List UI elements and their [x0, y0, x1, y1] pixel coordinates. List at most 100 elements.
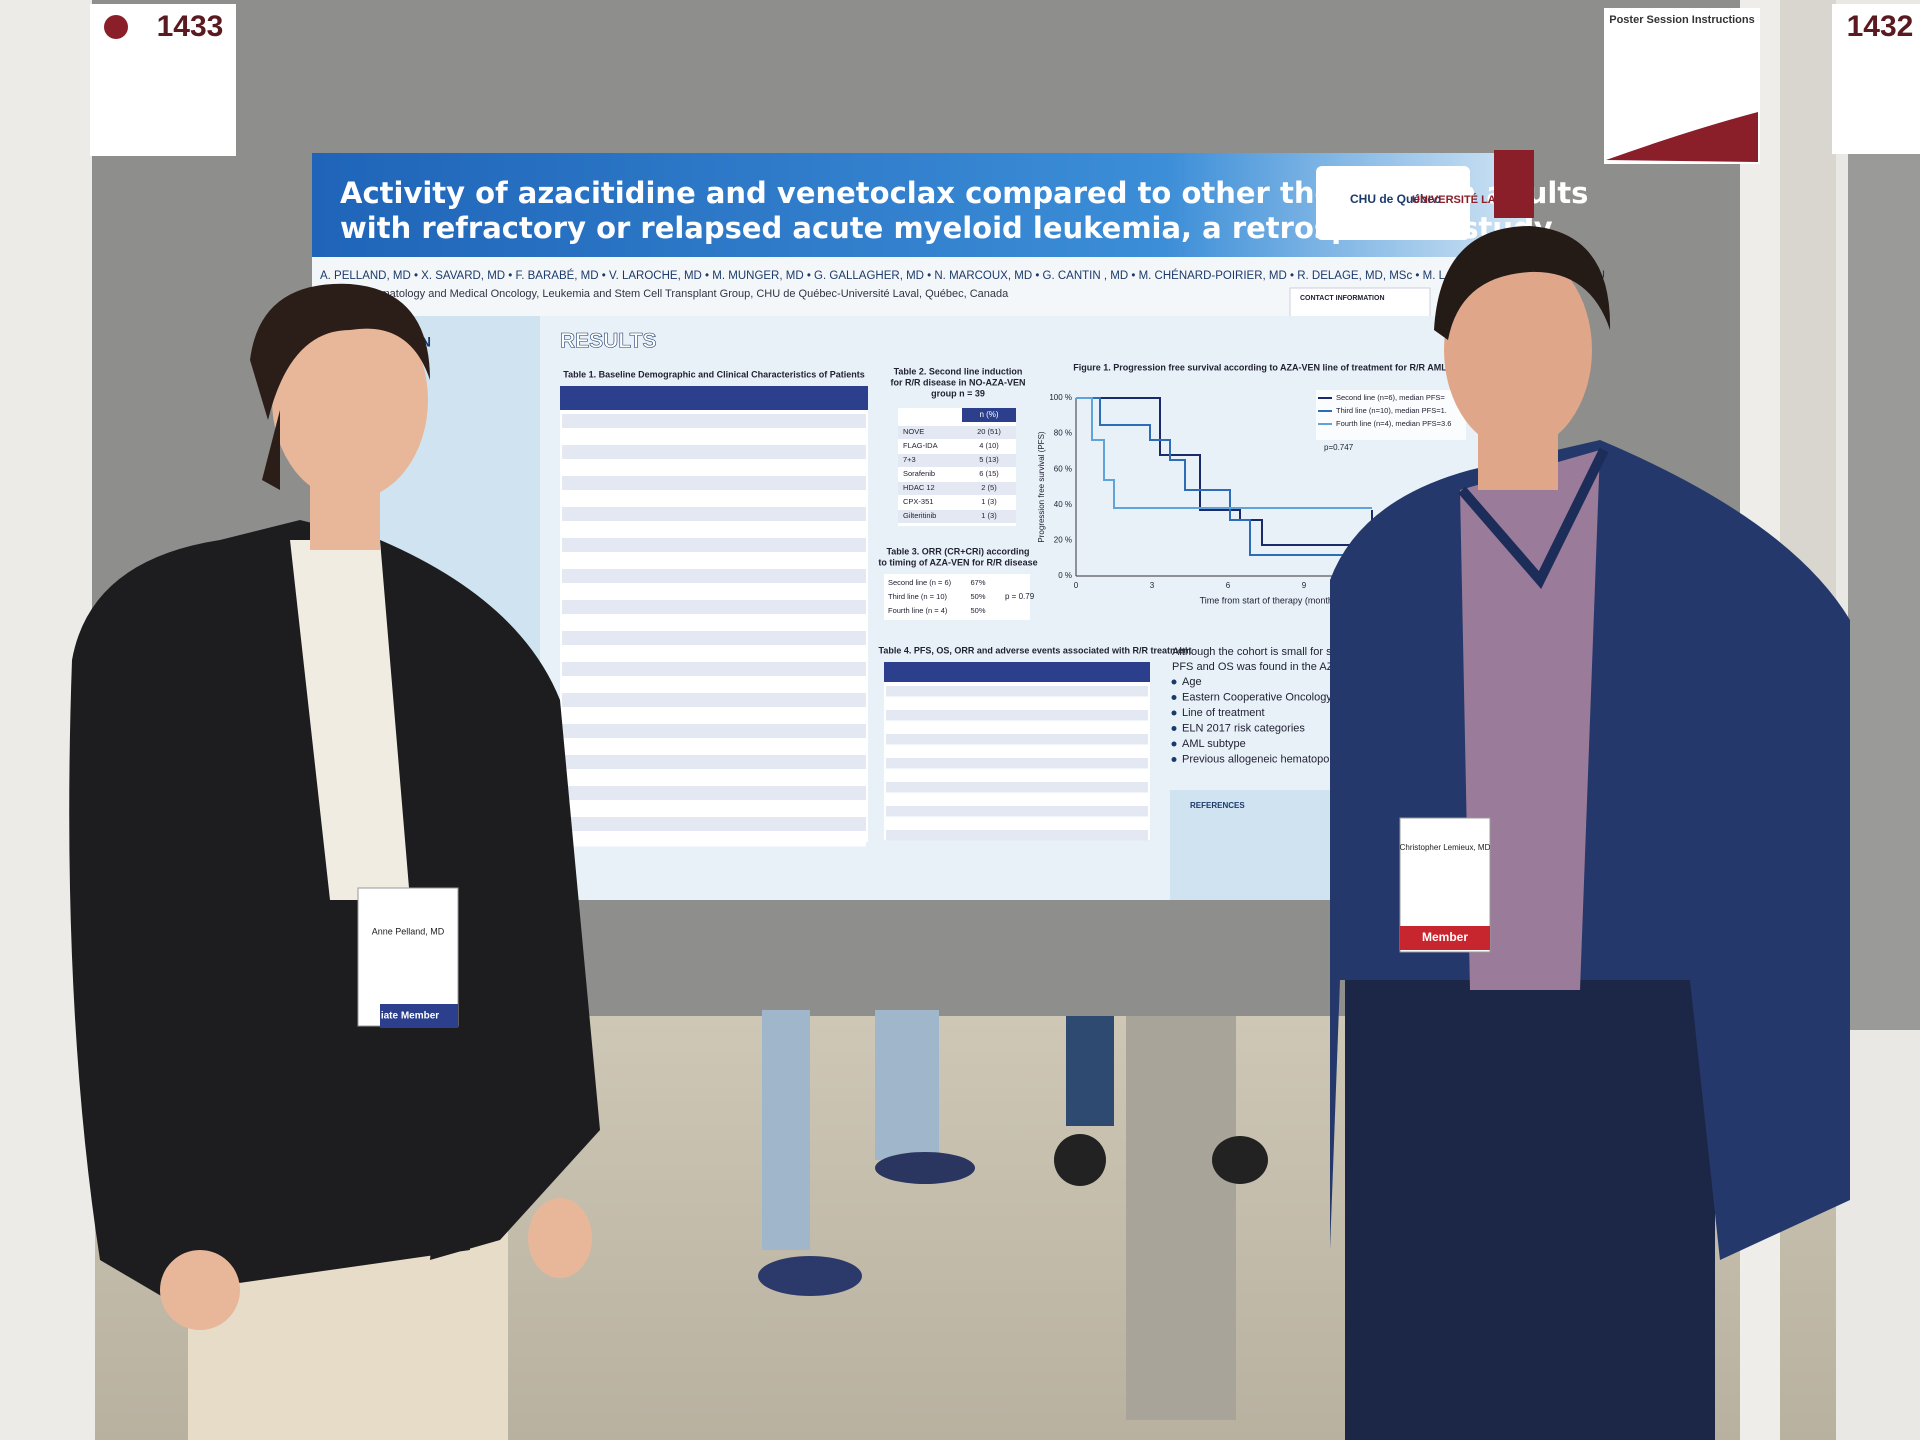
table-row: [562, 662, 866, 676]
km-curve: [1076, 397, 1373, 546]
y-tick-label: 100 %: [1049, 393, 1072, 402]
y-tick-label: 60 %: [1054, 464, 1072, 473]
badge-type: Member: [1422, 930, 1468, 944]
table-cell: 6 (15): [979, 469, 999, 478]
conclusion-item: ELN 2017 risk categories: [1182, 722, 1305, 734]
km-figure: 100 % 80 % 60 % 40 % 20 % 0 %0 3 6 9 Second line …: [1049, 390, 1466, 590]
x-tick-label: 6: [1226, 581, 1231, 590]
table-header: [560, 386, 868, 410]
table-row: [898, 440, 1016, 453]
poster-tab: [1494, 150, 1534, 218]
table-rows: Second line (n = 6) 67% Third line (n = 10…: [888, 578, 986, 615]
table-row: [562, 553, 866, 568]
table-row: [562, 491, 866, 506]
card-swoosh: [1606, 112, 1758, 162]
table-row: [562, 507, 866, 521]
conclusion-text: PFS and OS was found in the AZA-VEN: [1172, 661, 1367, 673]
results-heading: RESULTS: [560, 330, 656, 353]
table-row: [562, 414, 866, 428]
table-caption: to timing of AZA-VEN for R/R disease: [878, 557, 1037, 567]
km-curve: [1076, 397, 1372, 509]
references-heading: REFERENCES: [1190, 801, 1245, 810]
table-caption: Table 1. Baseline Demographic and Clinic…: [563, 369, 864, 379]
table-row: [562, 476, 866, 490]
table-row: [562, 817, 866, 831]
logo-text: CHU de Québec: [1350, 192, 1441, 206]
table-cell: Second line (n = 6): [888, 578, 952, 587]
table-row: [562, 786, 866, 800]
table-row: [886, 758, 1148, 769]
y-tick-label: 40 %: [1054, 500, 1072, 509]
y-tick-label: 20 %: [1054, 536, 1072, 545]
table-cell: FLAG-IDA: [903, 441, 938, 450]
conclusion: Although the cohort is small for subgro P…: [1171, 646, 1367, 765]
board-logo: [104, 15, 128, 39]
table-cell: 50%: [970, 606, 985, 615]
board-number: 1433: [157, 10, 224, 43]
table-cell: 1 (3): [981, 511, 997, 520]
table-rows: [886, 686, 1148, 841]
table-cell: 5 (13): [979, 455, 999, 464]
table-row: [886, 734, 1148, 745]
table-cell: 7+3: [903, 455, 916, 464]
table-row: [562, 770, 866, 785]
table-cell: CPX-351: [903, 497, 933, 506]
table-row: [886, 686, 1148, 697]
table-row: [562, 600, 866, 614]
authors: A. PELLAND, MD • X. SAVARD, MD • F. BARA…: [320, 269, 1605, 282]
table-row: [562, 677, 866, 692]
table-cell: HDAC 12: [903, 483, 935, 492]
table-row: [562, 755, 866, 769]
table: [884, 574, 1030, 620]
bullet: [1171, 726, 1177, 731]
table-row: [898, 510, 1016, 523]
logo-text: UNIVERSITÉ LAVAL: [1412, 193, 1516, 206]
background-people: [758, 1010, 1268, 1420]
legend-label: Second line (n=6), median PFS=: [1336, 393, 1445, 402]
table-row: [886, 746, 1148, 757]
table-row: [886, 782, 1148, 793]
p-value: p=0.747: [1324, 443, 1354, 452]
next-board: [1848, 150, 1920, 1030]
table-caption: group n = 39: [931, 388, 985, 398]
table-row: [562, 724, 866, 738]
table-row: [886, 830, 1148, 841]
table-rows: NOVE 20 (51) FLAG-IDA 4 (10) 7+3 5 (13) Sorafe…: [898, 426, 1016, 523]
table-row: [562, 445, 866, 459]
table-cell: 4 (10): [979, 441, 999, 450]
table-caption: Table 4. PFS, OS, ORR and adverse events…: [879, 645, 1192, 655]
table-cell: 2 (5): [981, 483, 997, 492]
km-curve: [1076, 397, 1372, 556]
table-row: [898, 426, 1016, 439]
table-cell: Third line (n = 10): [888, 592, 947, 601]
table-row: [898, 468, 1016, 481]
conclusion-item: Age: [1182, 676, 1202, 688]
conclusion-item: Eastern Cooperative Oncology Group: [1182, 691, 1365, 703]
x-tick-label: 3: [1150, 581, 1155, 590]
y-tick-label: 80 %: [1054, 429, 1072, 438]
legend-label: Third line (n=10), median PFS=1.: [1336, 406, 1447, 415]
table-header-text: n (%): [979, 410, 998, 419]
table-cell: Fourth line (n = 4): [888, 606, 948, 615]
table-cell: 67%: [970, 578, 985, 587]
badge-type: iate Member: [381, 1011, 439, 1022]
table-row: [886, 722, 1148, 733]
table-row: [562, 615, 866, 630]
table-row: [562, 538, 866, 552]
board-number: 1432: [1847, 10, 1914, 43]
table-row: [886, 698, 1148, 709]
table-row: [562, 429, 866, 444]
table-rows: [562, 414, 866, 847]
table-row: [562, 522, 866, 537]
table-caption: Table 3. ORR (CR+CRi) according: [886, 546, 1029, 556]
person-right: [1330, 226, 1850, 1440]
bullet: [1171, 695, 1177, 700]
table-row: [562, 646, 866, 661]
instructions-title: Poster Session Instructions: [1609, 14, 1754, 26]
contact: CONTACT INFORMATION: [1300, 295, 1385, 302]
table-row: [898, 454, 1016, 467]
board-card: [1832, 4, 1920, 154]
table-cell: Sorafenib: [903, 469, 935, 478]
table-row: [562, 708, 866, 723]
